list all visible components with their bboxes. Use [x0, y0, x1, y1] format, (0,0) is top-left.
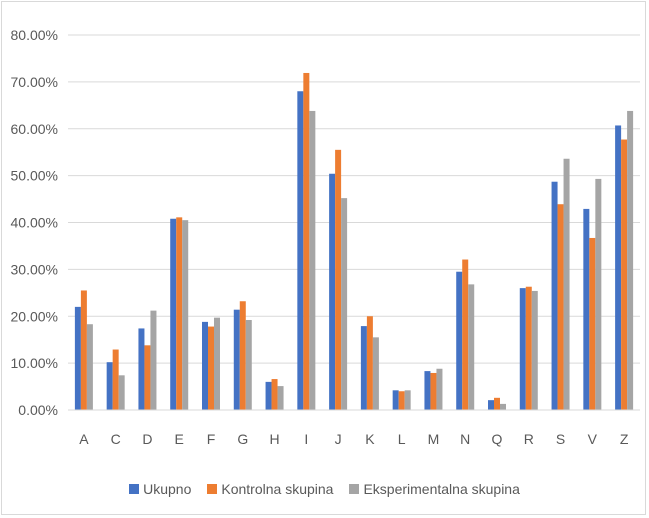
- x-tick-label: K: [365, 431, 375, 447]
- y-tick-label: 0.00%: [18, 402, 58, 418]
- legend-label: Kontrolna skupina: [221, 481, 334, 497]
- bar-S-series-1: [551, 181, 558, 410]
- y-axis-ticks: 0.00% 10.00% 20.00% 30.00% 40.00% 50.00% 60.00…: [11, 27, 58, 418]
- bar-S-series-3: [563, 158, 570, 410]
- bar-A-series-3: [86, 324, 93, 410]
- bar-V-series-3: [595, 178, 602, 410]
- bar-N-series-1: [456, 271, 463, 410]
- legend-item: Eksperimentalna skupina: [349, 481, 520, 497]
- x-tick-label: G: [237, 431, 248, 447]
- bar-D-series-2: [144, 345, 151, 410]
- x-tick-label: C: [111, 431, 121, 447]
- bar-A-series-1: [74, 306, 81, 410]
- bar-L-series-3: [404, 390, 411, 410]
- legend-label: Ukupno: [143, 481, 192, 497]
- legend-swatch: [207, 484, 218, 494]
- y-tick-label: 10.00%: [11, 355, 58, 371]
- legend-item: Kontrolna skupina: [207, 481, 333, 497]
- x-tick-label: J: [335, 431, 342, 447]
- bar-E-series-1: [170, 218, 177, 410]
- bar-M-series-2: [430, 372, 437, 410]
- bar-N-series-3: [468, 284, 475, 410]
- x-tick-label: D: [142, 431, 152, 447]
- bar-Q-series-1: [488, 400, 494, 410]
- y-tick-label: 20.00%: [11, 308, 58, 324]
- legend: Ukupno Kontrolna skupina Eksperimentalna s…: [0, 478, 649, 500]
- x-tick-label: S: [556, 431, 565, 447]
- bar-G-series-3: [245, 320, 252, 410]
- bar-H-series-1: [265, 381, 272, 410]
- bar-N-series-2: [462, 259, 469, 410]
- x-tick-label: L: [398, 431, 406, 447]
- bar-J-series-3: [341, 198, 348, 410]
- bar-Z-series-3: [627, 110, 634, 410]
- x-tick-label: Q: [492, 431, 503, 447]
- bar-D-series-3: [150, 310, 157, 410]
- bar-E-series-2: [176, 217, 183, 410]
- bar-Q-series-3: [500, 403, 506, 410]
- bar-K-series-2: [366, 316, 373, 410]
- bar-J-series-1: [329, 173, 336, 410]
- bar-V-series-2: [589, 237, 596, 410]
- y-tick-label: 50.00%: [11, 168, 58, 184]
- y-tick-label: 60.00%: [11, 121, 58, 137]
- bar-G-series-2: [239, 301, 246, 410]
- bars: [74, 72, 634, 410]
- bar-L-series-1: [392, 390, 399, 410]
- bar-J-series-2: [335, 149, 342, 410]
- bar-S-series-2: [557, 204, 564, 410]
- x-tick-label: R: [524, 431, 534, 447]
- x-tick-label: E: [175, 431, 184, 447]
- bar-M-series-3: [436, 368, 443, 410]
- bar-R-series-1: [519, 288, 526, 410]
- bar-Z-series-1: [615, 125, 622, 410]
- x-tick-label: A: [79, 431, 89, 447]
- x-tick-label: N: [460, 431, 470, 447]
- legend-label: Eksperimentalna skupina: [363, 481, 520, 497]
- legend-swatch: [349, 484, 360, 494]
- bar-L-series-2: [398, 391, 405, 410]
- bar-Z-series-2: [621, 139, 628, 410]
- bar-A-series-2: [80, 290, 87, 410]
- bar-H-series-3: [277, 386, 284, 410]
- bar-Q-series-2: [494, 397, 500, 410]
- bar-I-series-1: [297, 91, 304, 410]
- legend-swatch: [129, 484, 140, 494]
- x-tick-label: H: [269, 431, 279, 447]
- y-tick-label: 40.00%: [11, 215, 58, 231]
- bar-C-series-1: [106, 362, 113, 410]
- bar-R-series-3: [531, 290, 538, 410]
- bar-D-series-1: [138, 328, 145, 410]
- bar-C-series-2: [112, 349, 119, 410]
- bar-K-series-3: [372, 337, 379, 410]
- bar-F-series-3: [214, 317, 220, 410]
- bar-F-series-1: [202, 321, 208, 410]
- y-tick-label: 70.00%: [11, 74, 58, 90]
- bar-E-series-3: [182, 220, 189, 410]
- bar-K-series-1: [360, 326, 367, 410]
- bar-I-series-3: [309, 110, 316, 410]
- bar-R-series-2: [525, 286, 532, 410]
- bar-C-series-3: [118, 375, 125, 410]
- x-tick-label: M: [428, 431, 440, 447]
- x-tick-label: Z: [620, 431, 629, 447]
- x-tick-label: I: [304, 431, 308, 447]
- bar-I-series-2: [303, 72, 310, 410]
- bar-F-series-2: [208, 326, 214, 410]
- x-tick-label: V: [588, 431, 598, 447]
- bar-M-series-1: [424, 371, 431, 410]
- y-tick-label: 30.00%: [11, 261, 58, 277]
- bar-H-series-2: [271, 379, 278, 410]
- x-tick-label: F: [207, 431, 216, 447]
- legend-item: Ukupno: [129, 481, 191, 497]
- bar-G-series-1: [233, 309, 240, 410]
- bar-V-series-1: [583, 208, 590, 410]
- y-tick-label: 80.00%: [11, 27, 58, 43]
- gridlines: [68, 34, 640, 364]
